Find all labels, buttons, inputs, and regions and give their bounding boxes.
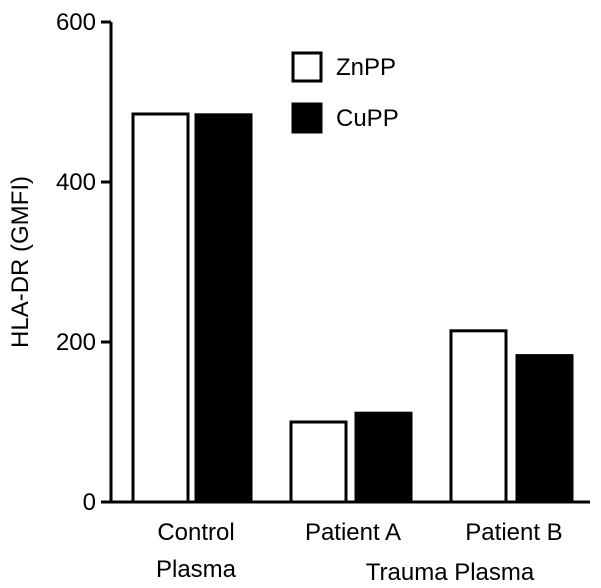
legend-label-cupp: CuPP (336, 105, 399, 132)
bar-cupp-1 (194, 113, 253, 504)
bar-cupp-3 (515, 354, 574, 504)
bar-znpp-1 (131, 112, 190, 504)
axes (109, 22, 590, 504)
legend-swatch-znpp (291, 51, 323, 83)
trauma-plasma-group-label: Trauma Plasma (366, 559, 535, 586)
y-tick-label-0: 0 (83, 489, 96, 516)
legend-swatch-cupp (291, 102, 323, 134)
legend: ZnPP CuPP (291, 51, 399, 134)
y-tick-label-400: 400 (56, 169, 96, 196)
y-tick-label-200: 200 (56, 329, 96, 356)
bar-znpp-2 (289, 420, 348, 504)
category-labels: Control Plasma Patient A Patient B (156, 519, 563, 583)
category-label-3-line-1: Patient B (465, 519, 562, 546)
legend-label-znpp: ZnPP (336, 54, 396, 81)
category-label-1-line-2: Plasma (156, 556, 237, 583)
bars (131, 112, 574, 504)
category-label-2-line-1: Patient A (305, 519, 401, 546)
y-ticks: 0 200 400 600 (56, 9, 111, 516)
bar-cupp-2 (354, 411, 413, 504)
y-axis-label: HLA-DR (GMFI) (7, 176, 34, 348)
y-tick-label-600: 600 (56, 9, 96, 36)
category-label-1-line-1: Control (157, 519, 234, 546)
bar-znpp-3 (449, 329, 508, 504)
